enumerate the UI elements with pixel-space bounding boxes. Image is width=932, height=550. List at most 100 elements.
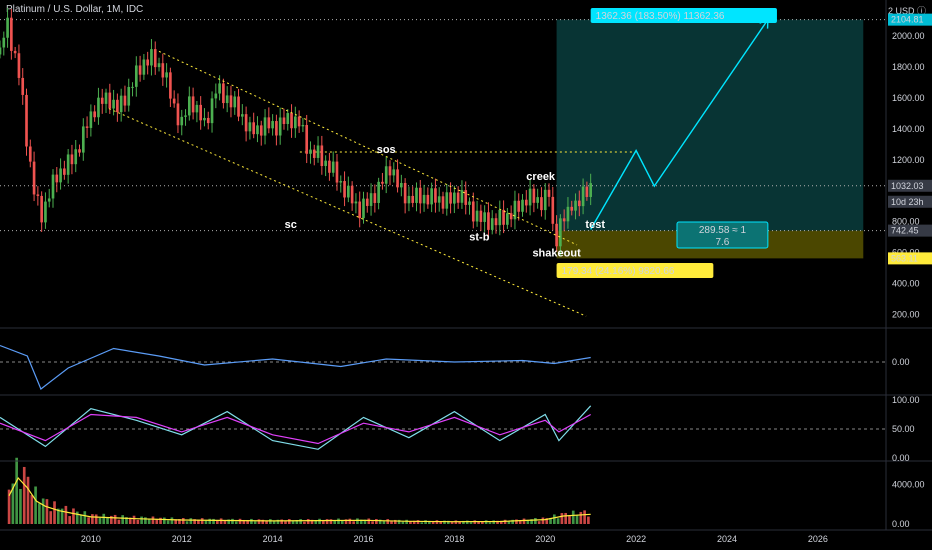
volume-bar	[428, 520, 431, 524]
currency-unit[interactable]: 2 USD ⓘ	[887, 6, 926, 16]
candle-body	[320, 145, 324, 167]
candle-body	[44, 201, 47, 223]
volume-bar	[11, 483, 15, 524]
candle-body	[150, 49, 153, 66]
candle-body	[316, 145, 320, 158]
candle-body	[536, 197, 539, 203]
candle-body	[494, 218, 498, 226]
candle-body	[445, 192, 449, 209]
volume-bar	[371, 521, 374, 524]
volume-bar	[469, 522, 473, 524]
candle-body	[25, 94, 28, 147]
volume-bar	[106, 517, 109, 524]
volume-bar	[443, 520, 446, 524]
volume-bar	[310, 519, 314, 524]
volume-bar	[234, 521, 238, 524]
price-badge-bg	[888, 13, 932, 26]
candle-body	[40, 195, 43, 223]
candle-body	[309, 149, 312, 154]
volume-bar	[75, 511, 79, 524]
candle-body	[282, 117, 286, 124]
candle-body	[524, 199, 528, 206]
volume-bar	[109, 515, 113, 524]
candle-body	[89, 111, 93, 128]
volume-bar	[159, 517, 162, 524]
candle-body	[521, 199, 524, 212]
volume-bar	[496, 520, 499, 524]
candle-body	[490, 218, 494, 230]
volume-bar	[22, 466, 26, 524]
price-badge: 1032.03	[891, 181, 924, 191]
candle-body	[176, 103, 180, 126]
volume-bar	[212, 518, 215, 524]
osc1-line	[0, 344, 591, 390]
volume-bar	[7, 489, 11, 524]
volume-bar	[113, 514, 117, 524]
wyckoff-label-sc: sc	[285, 219, 297, 231]
price-badge: 10d 23h	[891, 197, 924, 207]
volume-bar	[121, 515, 125, 524]
volume-bar	[488, 522, 492, 524]
candle-body	[312, 149, 316, 158]
candle-body	[203, 117, 206, 121]
candle-body	[384, 166, 388, 184]
stoch-k-line	[0, 405, 592, 450]
candle-body	[456, 192, 460, 203]
volume-bar	[87, 517, 90, 524]
volume-bar	[91, 514, 94, 524]
chart-title: Platinum / U.S. Dollar, 1M, IDC	[6, 4, 144, 15]
candle-body	[506, 213, 509, 225]
candle-body	[13, 50, 17, 54]
volume-bar	[257, 519, 261, 524]
candle-body	[324, 160, 327, 167]
candle-body	[63, 168, 66, 175]
candle-body	[108, 92, 112, 109]
volume-bar	[238, 518, 242, 524]
price-tick: 1800.00	[892, 62, 925, 72]
candle-body	[252, 122, 256, 135]
volume-bar	[515, 519, 518, 524]
candle-body	[100, 97, 104, 104]
volume-bar	[537, 521, 541, 524]
volume-bar	[530, 519, 533, 524]
volume-bar	[144, 517, 147, 524]
volume-bar	[246, 520, 249, 524]
volume-bar	[390, 521, 393, 524]
volume-bar	[522, 518, 526, 524]
volume-bar	[15, 457, 18, 524]
candle-body	[418, 187, 422, 204]
volume-bar	[545, 518, 549, 524]
volume-bar	[412, 520, 416, 524]
volume-bar	[458, 521, 461, 524]
volume-bar	[219, 518, 223, 524]
volume-bar	[280, 519, 284, 524]
volume-bar	[19, 488, 22, 524]
volume-bar	[250, 518, 253, 524]
time-tick: 2012	[172, 534, 192, 544]
volume-bar	[204, 520, 208, 524]
candle-body	[301, 124, 305, 127]
volume-bar	[242, 519, 246, 524]
candle-body	[400, 182, 403, 188]
candle-body	[157, 63, 161, 68]
wyckoff-label-creek: creek	[526, 171, 556, 183]
candle-body	[32, 161, 36, 195]
candle-body	[127, 86, 131, 106]
volume-bar	[41, 498, 45, 524]
candle-body	[165, 72, 168, 78]
ratio-line-2: 7.6	[715, 237, 729, 248]
stoch-tick: 50.00	[892, 424, 915, 434]
candle-body	[403, 182, 407, 204]
candle-body	[214, 93, 218, 99]
volume-bar	[397, 519, 401, 524]
volume-bar	[303, 521, 306, 524]
price-badge: 563.11	[891, 253, 918, 263]
candle-body	[422, 194, 426, 204]
volume-bar	[136, 519, 140, 524]
candle-body	[483, 212, 486, 222]
projection-path	[590, 19, 769, 230]
volume-bar	[568, 516, 571, 524]
volume-bar	[352, 521, 355, 524]
volume-bar	[291, 520, 295, 524]
